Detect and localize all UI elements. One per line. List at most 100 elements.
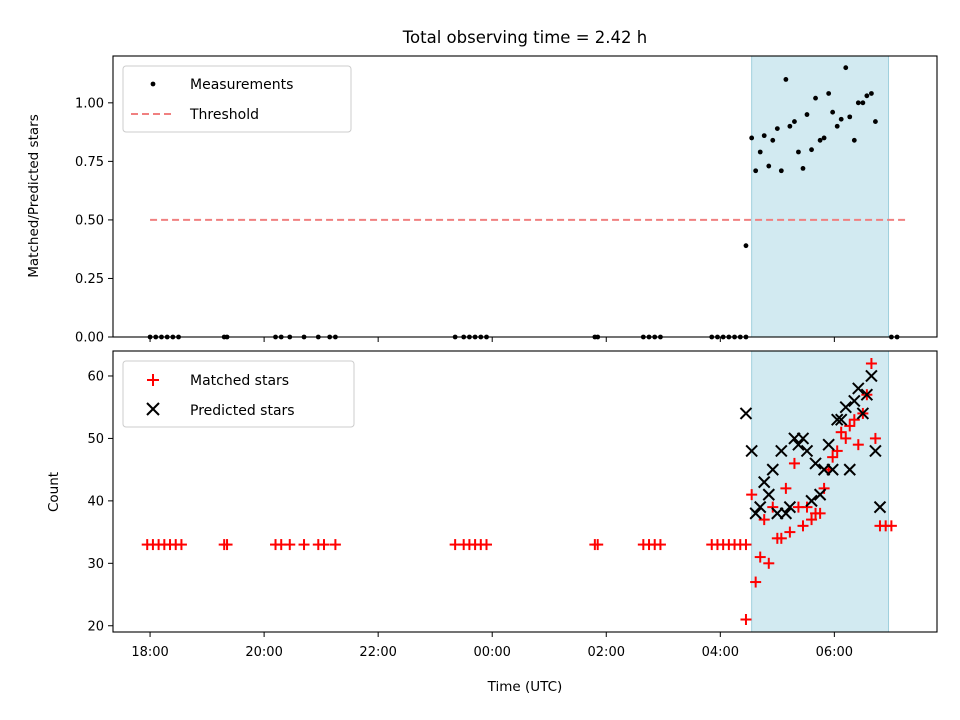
predicted-star-point [758, 475, 771, 489]
predicted-star-point [860, 388, 874, 401]
matched-star-point [329, 539, 341, 551]
matched-star-point [175, 539, 187, 551]
measurement-point [783, 77, 789, 82]
bottom-plot-marks [141, 357, 897, 626]
top-y-tick-label: 0.50 [75, 213, 104, 228]
measurement-point [761, 133, 767, 139]
matched-star-point [831, 445, 843, 457]
predicted-star-point [831, 413, 844, 426]
matched-star-point [885, 520, 897, 532]
legend-matched-marker [147, 374, 159, 386]
measurement-point [804, 112, 810, 117]
measurement-point [787, 123, 793, 129]
matched-star-point [758, 514, 770, 526]
predicted-star-point [848, 394, 861, 408]
measurement-point [757, 149, 763, 155]
bottom-y-tick-label: 60 [87, 369, 104, 384]
measurement-point [826, 91, 832, 96]
bottom-legend: Matched stars Predicted stars [122, 360, 355, 428]
measurement-point [834, 123, 840, 129]
predicted-star-point [813, 488, 827, 501]
predicted-star-point [865, 369, 878, 383]
measurement-point [796, 149, 801, 155]
legend-threshold-label: Threshold [189, 107, 259, 123]
matched-star-point [221, 539, 233, 551]
measurement-point [800, 166, 806, 171]
predicted-star-point [766, 463, 779, 476]
top-axis-ticks: 0.00 0.25 0.50 0.75 1.00 [75, 96, 835, 346]
measurement-point [792, 119, 797, 124]
x-axis-label: Time (UTC) [487, 679, 563, 695]
matched-star-point [827, 451, 839, 463]
legend-measurements-marker [150, 81, 156, 87]
matched-star-point [869, 432, 881, 444]
matched-star-point [284, 539, 296, 551]
predicted-star-point [775, 444, 788, 458]
x-tick-label: 04:00 [702, 645, 739, 660]
bottom-y-tick-label: 20 [87, 619, 104, 634]
matched-star-point [767, 501, 779, 513]
measurement-point [770, 137, 776, 143]
matched-star-point [801, 501, 813, 513]
bottom-y-tick-label: 40 [87, 494, 104, 509]
matched-star-point [840, 432, 852, 444]
matched-star-point [784, 526, 796, 538]
measurement-point [873, 119, 878, 124]
measurement-point [843, 65, 849, 71]
predicted-star-point [805, 494, 818, 508]
legend-matched-label: Matched stars [190, 373, 289, 389]
matched-star-point [750, 576, 762, 588]
top-y-axis-label: Matched/Predicted stars [26, 114, 42, 277]
predicted-star-point [873, 500, 887, 514]
measurement-point [838, 116, 844, 122]
top-y-tick-label: 1.00 [75, 96, 104, 111]
matched-star-point [780, 482, 792, 494]
top-legend-box [122, 65, 352, 133]
matched-star-point [848, 414, 860, 426]
predicted-star-point [783, 500, 797, 514]
predicted-star-point [809, 457, 822, 470]
matched-star-point [740, 614, 752, 626]
x-tick-label: 18:00 [131, 645, 168, 660]
top-y-tick-label: 0.75 [75, 155, 104, 170]
top-panel: 0.00 0.25 0.50 0.75 1.00 Total observing tim… [26, 28, 938, 346]
measurement-point [749, 135, 755, 141]
matched-star-point [740, 539, 752, 551]
matched-star-point [865, 357, 877, 369]
matched-star-point [788, 457, 800, 469]
measurement-point [817, 137, 823, 143]
predicted-star-point [834, 413, 848, 426]
matched-star-point [814, 507, 826, 519]
bottom-y-axis-label: Count [46, 472, 62, 512]
predicted-star-point [800, 444, 814, 458]
x-tick-label: 22:00 [359, 645, 396, 660]
predicted-star-point [796, 432, 810, 445]
bottom-legend-box [122, 360, 355, 428]
x-tick-label: 06:00 [816, 645, 853, 660]
top-y-tick-label: 0.00 [75, 331, 104, 346]
matched-star-point [654, 539, 666, 551]
predicted-star-point [754, 500, 767, 514]
predicted-star-point [852, 382, 865, 395]
predicted-star-point [839, 400, 852, 414]
measurement-point [821, 135, 827, 141]
matched-star-point [318, 539, 330, 551]
chart-title: Total observing time = 2.42 h [402, 28, 647, 47]
top-y-tick-label: 0.25 [75, 272, 104, 287]
measurement-point [743, 243, 749, 249]
top-axes-frame [112, 55, 938, 338]
predicted-star-point [826, 463, 839, 476]
x-tick-label: 02:00 [588, 645, 625, 660]
predicted-star-point [869, 444, 882, 458]
legend-predicted-label: Predicted stars [190, 403, 295, 419]
measurement-point [860, 100, 866, 106]
measurement-point [830, 109, 836, 115]
matched-star-point [746, 489, 758, 501]
matched-star-point [852, 439, 864, 451]
measurement-point [774, 126, 780, 131]
top-legend: Measurements Threshold [122, 65, 352, 133]
measurement-point [766, 163, 772, 169]
measurement-point [869, 91, 874, 96]
bottom-axis-ticks: 18:00 20:00 22:00 00:00 02:00 04:00 06:00 20 30 4… [87, 369, 853, 660]
